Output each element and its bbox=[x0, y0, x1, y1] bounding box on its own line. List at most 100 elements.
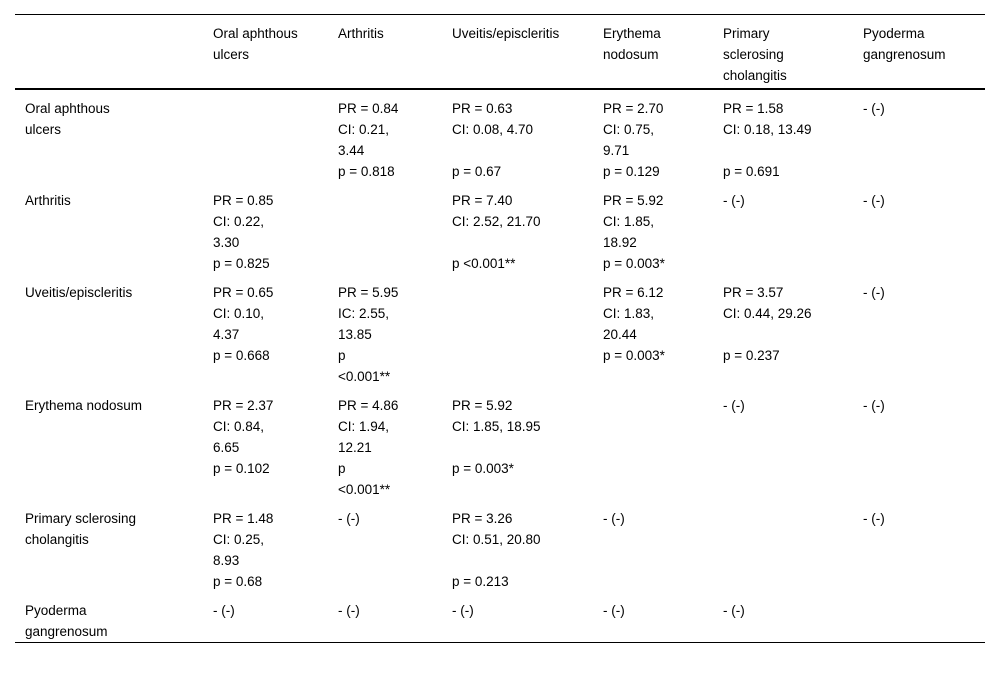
pr-value: PR = 5.92 bbox=[452, 398, 513, 413]
ci-value: CI: 0.44, 29.26 bbox=[723, 306, 812, 321]
ci-cell: CI: 1.83, 20.44 bbox=[603, 303, 723, 345]
p-value: p = 0.129 bbox=[603, 164, 660, 179]
ci-cell bbox=[863, 303, 985, 345]
column-header: Uveitis/episcleritis bbox=[452, 15, 603, 90]
p-cell: p <0.001** bbox=[338, 345, 452, 387]
pr-value: - (-) bbox=[603, 603, 625, 618]
ci-value: 12.21 bbox=[338, 440, 372, 455]
pr-value: PR = 3.57 bbox=[723, 285, 784, 300]
p-value: p = 0.003* bbox=[603, 348, 665, 363]
ci-value: CI: 0.25, bbox=[213, 532, 265, 547]
p-cell: p = 0.213 bbox=[452, 571, 603, 592]
ci-cell: CI: 1.85, 18.95 bbox=[452, 416, 603, 458]
table-subrow-ci: CI: 0.84, 6.65 CI: 1.94, 12.21 CI: 1.85, 18.… bbox=[15, 416, 985, 458]
ci-cell: CI: 0.51, 20.80 bbox=[452, 529, 603, 571]
p-cell: p = 0.691 bbox=[723, 161, 863, 182]
p-value: p = 0.668 bbox=[213, 348, 270, 363]
row-header: Uveitis/episcleritis bbox=[15, 274, 213, 387]
document-page: Oral aphthous ulcers Arthritis Uveitis/epis… bbox=[15, 14, 985, 643]
ci-value: CI: 0.08, 4.70 bbox=[452, 122, 534, 137]
column-header-line: Pyoderma bbox=[863, 26, 925, 41]
ci-cell: CI: 1.94, 12.21 bbox=[338, 416, 452, 458]
ci-cell bbox=[603, 416, 723, 458]
pr-cell bbox=[603, 387, 723, 416]
row-header-line: ulcers bbox=[25, 122, 62, 137]
pr-value: PR = 0.84 bbox=[338, 101, 399, 116]
pr-value: - (-) bbox=[723, 193, 745, 208]
pr-cell: - (-) bbox=[863, 274, 985, 303]
ci-value: CI: 1.85, 18.95 bbox=[452, 419, 541, 434]
ci-value: CI: 0.18, 13.49 bbox=[723, 122, 812, 137]
p-cell bbox=[213, 161, 338, 182]
p-cell: p = 0.67 bbox=[452, 161, 603, 182]
pr-cell: - (-) bbox=[863, 500, 985, 529]
p-cell bbox=[213, 642, 338, 643]
ci-value: CI: 1.94, bbox=[338, 419, 390, 434]
row-header-line: cholangitis bbox=[25, 532, 89, 547]
pr-value: - (-) bbox=[452, 603, 474, 618]
p-cell bbox=[863, 345, 985, 387]
pr-cell: PR = 3.57 bbox=[723, 274, 863, 303]
p-cell bbox=[603, 458, 723, 500]
ci-cell bbox=[603, 529, 723, 571]
p-value: p = 0.003* bbox=[603, 256, 665, 271]
p-cell: p = 0.668 bbox=[213, 345, 338, 387]
pr-value: - (-) bbox=[723, 398, 745, 413]
column-header-line: ulcers bbox=[213, 47, 250, 62]
p-cell: p <0.001** bbox=[452, 253, 603, 274]
pr-cell: - (-) bbox=[723, 387, 863, 416]
p-value: p = 0.102 bbox=[213, 461, 270, 476]
pr-value: PR = 3.26 bbox=[452, 511, 513, 526]
row-header: Primary sclerosing cholangitis bbox=[15, 500, 213, 592]
pr-value: PR = 2.37 bbox=[213, 398, 274, 413]
pr-value: - (-) bbox=[863, 193, 885, 208]
column-header: Primary sclerosing cholangitis bbox=[723, 15, 863, 90]
ci-cell: CI: 0.84, 6.65 bbox=[213, 416, 338, 458]
table-subrow-ci: CI: 0.25, 8.93 CI: 0.51, 20.80 bbox=[15, 529, 985, 571]
p-value: p = 0.213 bbox=[452, 574, 509, 589]
table-subrow-ci: CI: 0.22, 3.30 CI: 2.52, 21.70 CI: 1.85, 18.… bbox=[15, 211, 985, 253]
ci-value: CI: 0.84, bbox=[213, 419, 265, 434]
row-header-line: Pyoderma bbox=[25, 603, 87, 618]
p-value: p = 0.68 bbox=[213, 574, 263, 589]
ci-cell bbox=[723, 529, 863, 571]
pr-cell: PR = 0.85 bbox=[213, 182, 338, 211]
pr-cell: PR = 3.26 bbox=[452, 500, 603, 529]
ci-cell bbox=[863, 529, 985, 571]
pr-cell: - (-) bbox=[603, 592, 723, 642]
ci-cell: CI: 0.75, 9.71 bbox=[603, 119, 723, 161]
pr-cell: PR = 1.48 bbox=[213, 500, 338, 529]
pr-value: PR = 4.86 bbox=[338, 398, 399, 413]
table-subrow-pr: Oral aphthous ulcers PR = 0.84 PR = 0.63 PR … bbox=[15, 89, 985, 137]
pr-cell: PR = 5.95 bbox=[338, 274, 452, 303]
pr-cell: PR = 2.70 bbox=[603, 89, 723, 119]
pr-cell: - (-) bbox=[863, 387, 985, 416]
pr-value: - (-) bbox=[863, 511, 885, 526]
pr-value: - (-) bbox=[338, 511, 360, 526]
pr-cell: PR = 5.92 bbox=[603, 182, 723, 211]
pr-cell: PR = 5.92 bbox=[452, 387, 603, 416]
p-cell bbox=[863, 642, 985, 643]
pr-cell: - (-) bbox=[338, 592, 452, 642]
p-cell bbox=[338, 253, 452, 274]
ci-cell bbox=[863, 119, 985, 161]
ci-value: CI: 0.21, bbox=[338, 122, 390, 137]
p-value: p = 0.825 bbox=[213, 256, 270, 271]
ci-value: CI: 0.51, 20.80 bbox=[452, 532, 541, 547]
ci-cell: CI: 2.52, 21.70 bbox=[452, 211, 603, 253]
ci-cell: CI: 0.22, 3.30 bbox=[213, 211, 338, 253]
column-header: Arthritis bbox=[338, 15, 452, 90]
column-header-line: gangrenosum bbox=[863, 47, 946, 62]
table-subrow-p: p = 0.825 p <0.001** p = 0.003* bbox=[15, 253, 985, 274]
p-value: p = 0.237 bbox=[723, 348, 780, 363]
column-header-line: sclerosing bbox=[723, 47, 784, 62]
table-subrow-ci: CI: 0.10, 4.37 IC: 2.55, 13.85 CI: 1.83, 20.4… bbox=[15, 303, 985, 345]
column-header-line: Oral aphthous bbox=[213, 26, 298, 41]
p-value: p = 0.691 bbox=[723, 164, 780, 179]
ci-cell: CI: 0.44, 29.26 bbox=[723, 303, 863, 345]
column-header-line: Uveitis/episcleritis bbox=[452, 26, 560, 41]
table-subrow-pr: Erythema nodosum PR = 2.37 PR = 4.86 PR = 5… bbox=[15, 387, 985, 416]
p-cell bbox=[863, 458, 985, 500]
pr-cell: PR = 4.86 bbox=[338, 387, 452, 416]
p-cell: p = 0.818 bbox=[338, 161, 452, 182]
